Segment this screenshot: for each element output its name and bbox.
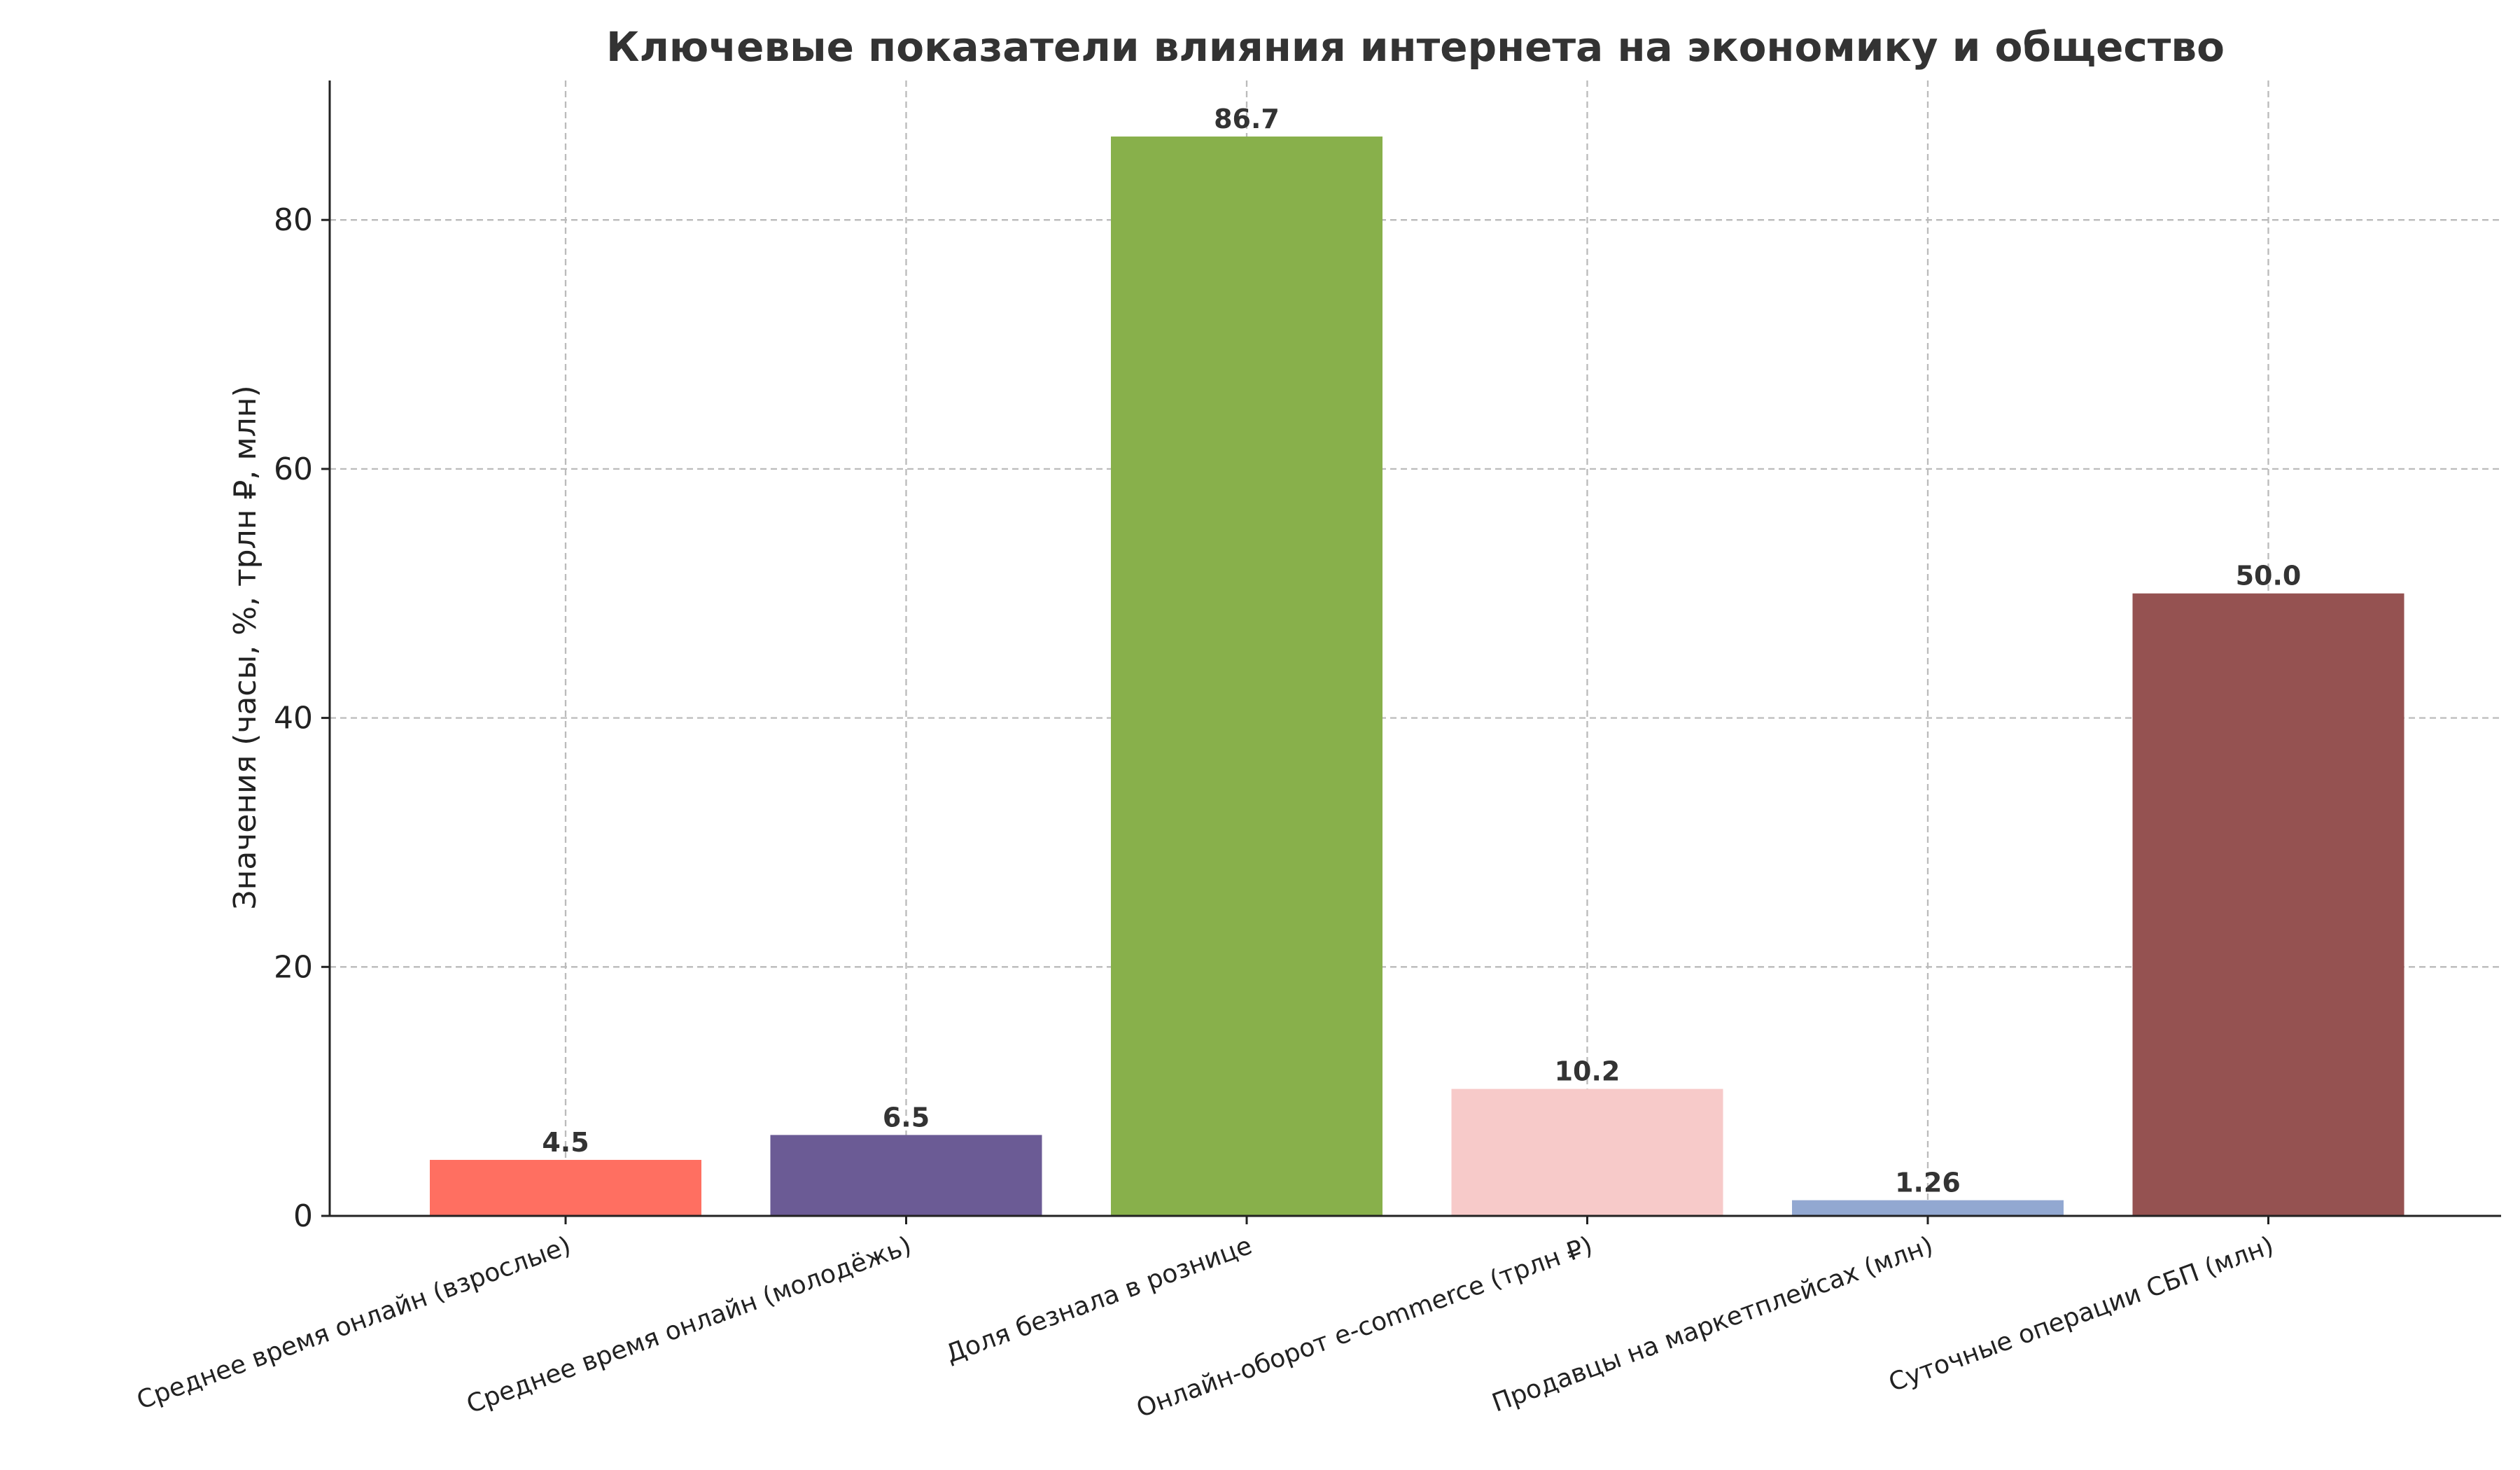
bar — [1111, 136, 1382, 1216]
data-labels: 4.5 6.5 86.7 10.2 1.26 50.0 — [542, 104, 2301, 1198]
bar — [770, 1135, 1042, 1216]
data-label: 6.5 — [883, 1102, 930, 1133]
bar — [430, 1159, 701, 1216]
bars — [430, 136, 2404, 1216]
data-label: 50.0 — [2236, 561, 2302, 592]
data-label: 10.2 — [1555, 1056, 1620, 1087]
bar — [2132, 593, 2404, 1216]
bar — [1792, 1200, 2064, 1216]
y-tick-label: 0 — [293, 1198, 313, 1234]
x-tick-label: Суточные операции СБП (млн) — [1885, 1231, 2278, 1398]
data-label: 4.5 — [542, 1127, 589, 1158]
y-axis-ticks: 0 20 40 60 80 — [274, 202, 330, 1234]
y-tick-label: 60 — [274, 451, 313, 487]
data-label: 1.26 — [1895, 1168, 1961, 1198]
y-axis-label: Значения (часы, %, трлн ₽, млн) — [227, 385, 263, 909]
chart-title: Ключевые показатели влияния интернета на… — [606, 23, 2225, 71]
bar — [1451, 1088, 1723, 1216]
y-tick-label: 80 — [274, 202, 313, 238]
data-label: 86.7 — [1214, 104, 1280, 134]
y-tick-label: 40 — [274, 701, 313, 736]
x-tick-label: Доля безнала в рознице — [942, 1231, 1256, 1369]
x-axis-ticks: Среднее время онлайн (взрослые)Среднее в… — [133, 1216, 2278, 1423]
y-tick-label: 20 — [274, 949, 313, 985]
